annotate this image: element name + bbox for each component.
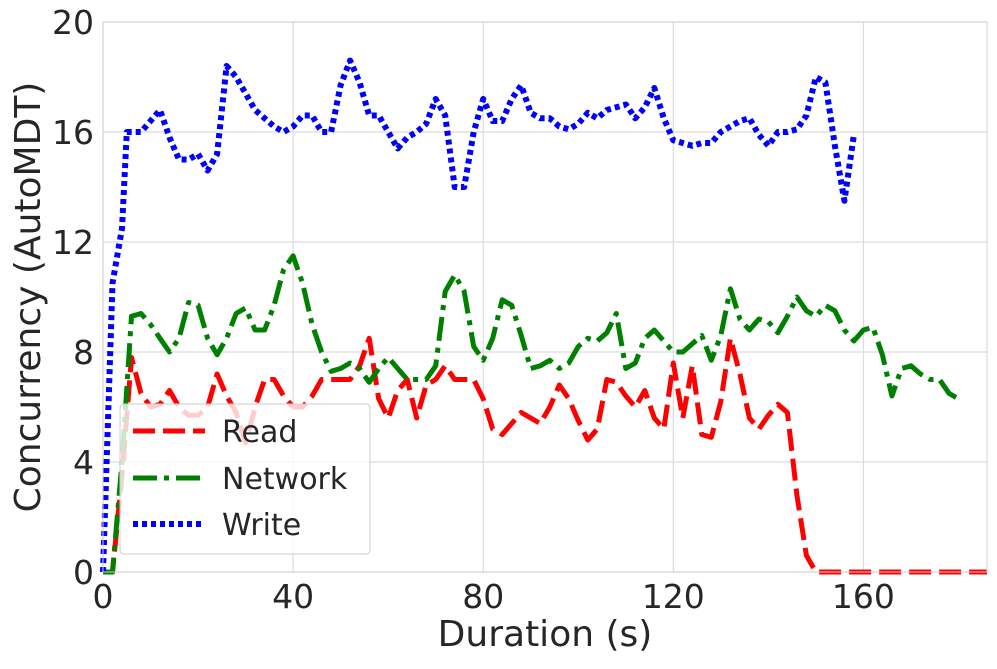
y-tick-label: 4: [73, 443, 94, 482]
legend-network-label: Network: [222, 462, 348, 497]
legend-write-label: Write: [222, 508, 301, 543]
x-tick-label: 40: [272, 577, 314, 616]
x-tick-label: 120: [642, 577, 705, 616]
y-tick-label: 0: [73, 553, 94, 592]
series-line-read: [103, 335, 987, 575]
legend: Read Network Write: [119, 403, 371, 555]
y-tick-label: 12: [52, 223, 94, 262]
series-lines: [100, 57, 987, 575]
x-tick-label: 160: [832, 577, 895, 616]
y-axis-title: Concurrency (AutoMDT): [8, 82, 49, 513]
x-tick-label: 0: [93, 577, 114, 616]
tick-labels: 0 40 80 120 160 0 4 8 12 16 20: [52, 3, 895, 616]
legend-read-label: Read: [222, 415, 297, 450]
x-axis-title: Duration (s): [438, 614, 653, 655]
y-tick-label: 8: [73, 333, 94, 372]
legend-box: [119, 403, 371, 555]
x-tick-label: 80: [462, 577, 504, 616]
plot-border: [102, 21, 988, 573]
y-tick-label: 20: [52, 3, 94, 42]
y-tick-label: 16: [52, 113, 94, 152]
series-line-write: [100, 57, 857, 573]
